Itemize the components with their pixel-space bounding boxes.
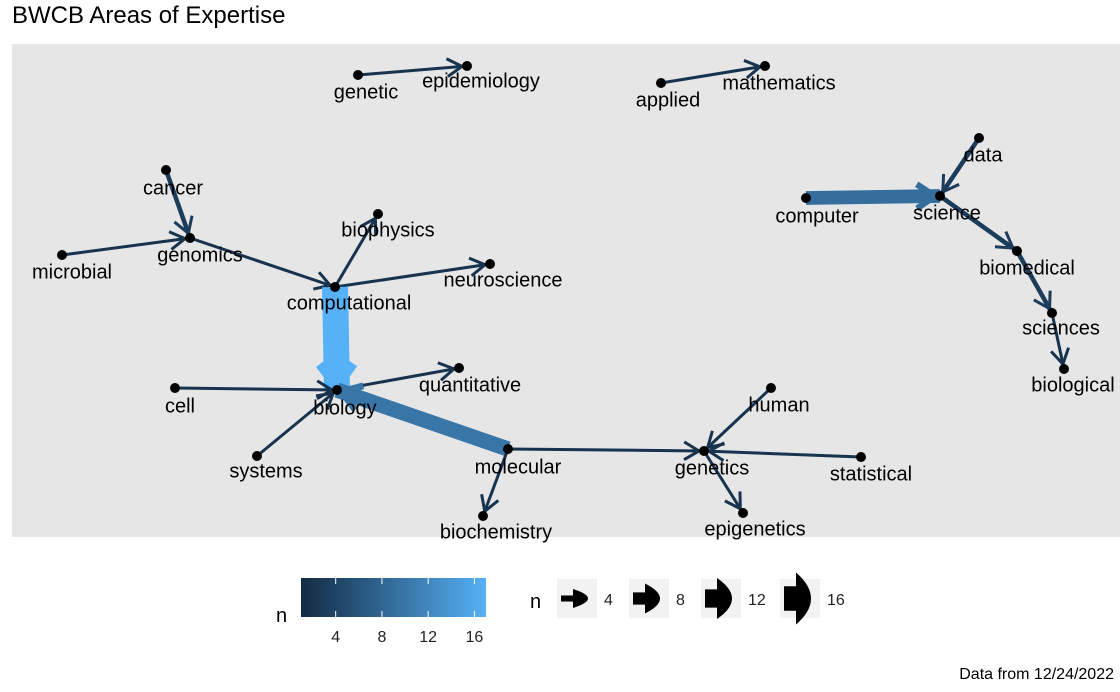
edge-systems-biology <box>256 388 338 458</box>
node-label-quantitative: quantitative <box>419 374 521 396</box>
node-genomics <box>185 233 195 243</box>
node-label-epidemiology: epidemiology <box>422 70 540 92</box>
node-label-biophysics: biophysics <box>341 219 434 241</box>
node-label-computer: computer <box>775 205 859 227</box>
size-legend-key: 4 <box>557 579 613 618</box>
node-label-neuroscience: neuroscience <box>444 269 563 291</box>
edge-genomics-computational <box>189 236 336 291</box>
color-tick-label: 4 <box>331 629 340 646</box>
color-tick-label: 16 <box>466 629 484 646</box>
edge-computational-biophysics <box>333 213 380 288</box>
node-label-statistical: statistical <box>830 463 912 485</box>
color-tick-label: 12 <box>419 629 437 646</box>
node-label-science: science <box>913 202 981 224</box>
node-label-genetic: genetic <box>334 81 399 103</box>
node-neuroscience <box>485 259 495 269</box>
node-label-cell: cell <box>165 395 195 417</box>
node-label-systems: systems <box>229 460 302 482</box>
node-biological <box>1059 364 1069 374</box>
node-epigenetics <box>738 508 748 518</box>
edge-microbial-genomics <box>61 230 191 257</box>
size-tick-label: 4 <box>604 592 613 609</box>
node-biology <box>332 385 342 395</box>
node-statistical <box>856 452 866 462</box>
node-biophysics <box>373 209 383 219</box>
node-label-biological: biological <box>1031 374 1114 396</box>
node-mathematics <box>760 61 770 71</box>
size-legend-key: 8 <box>629 579 685 618</box>
node-label-molecular: molecular <box>475 456 562 478</box>
size-tick-label: 12 <box>748 592 766 609</box>
size-tick-label: 8 <box>676 592 685 609</box>
node-label-computational: computational <box>287 292 412 314</box>
node-label-human: human <box>748 394 809 416</box>
chart-title: BWCB Areas of Expertise <box>12 2 286 29</box>
panel-background <box>12 44 1120 537</box>
size-legend-title: n <box>530 591 541 613</box>
caption: Data from 12/24/2022 <box>959 666 1114 683</box>
node-microbial <box>57 250 67 260</box>
edge-molecular-genetics <box>507 440 705 461</box>
color-tick-label: 8 <box>377 629 386 646</box>
node-biomedical <box>1012 246 1022 256</box>
node-label-sciences: sciences <box>1022 317 1100 339</box>
node-label-microbial: microbial <box>32 261 112 283</box>
node-sciences <box>1047 308 1057 318</box>
node-label-mathematics: mathematics <box>722 72 835 94</box>
node-human <box>766 383 776 393</box>
node-systems <box>252 451 262 461</box>
color-legend: n 4 8 12 16 <box>276 578 486 646</box>
node-genetics <box>699 446 709 456</box>
size-legend-key: 16 <box>780 572 845 625</box>
node-data <box>974 133 984 143</box>
node-label-genetics: genetics <box>675 457 750 479</box>
node-molecular <box>503 444 513 454</box>
size-legend-key: 12 <box>701 578 766 619</box>
edge-computer-science <box>805 181 941 212</box>
node-biochemistry <box>478 511 488 521</box>
nodes-layer <box>57 61 1069 521</box>
size-tick-label: 16 <box>827 592 845 609</box>
node-computer <box>801 193 811 203</box>
node-epidemiology <box>462 61 472 71</box>
labels-layer: genetic epidemiology applied mathematics can… <box>32 70 1115 543</box>
node-cell <box>170 383 180 393</box>
node-label-biochemistry: biochemistry <box>440 521 552 543</box>
size-legend: n 4 8 12 16 <box>530 572 845 625</box>
node-cancer <box>161 165 171 175</box>
node-label-biology: biology <box>313 397 376 419</box>
node-science <box>935 191 945 201</box>
node-genetic <box>353 70 363 80</box>
node-label-applied: applied <box>636 89 701 111</box>
node-computational <box>330 282 340 292</box>
edge-biomedical-sciences <box>1015 249 1054 315</box>
node-quantitative <box>454 363 464 373</box>
node-label-cancer: cancer <box>143 177 203 199</box>
node-applied <box>656 78 666 88</box>
node-label-data: data <box>964 144 1004 166</box>
node-label-epigenetics: epigenetics <box>704 518 805 540</box>
edges-layer <box>61 57 1070 517</box>
node-label-biomedical: biomedical <box>979 257 1075 279</box>
color-legend-title: n <box>276 605 287 627</box>
node-label-genomics: genomics <box>157 244 243 266</box>
color-legend-bar <box>301 578 486 617</box>
